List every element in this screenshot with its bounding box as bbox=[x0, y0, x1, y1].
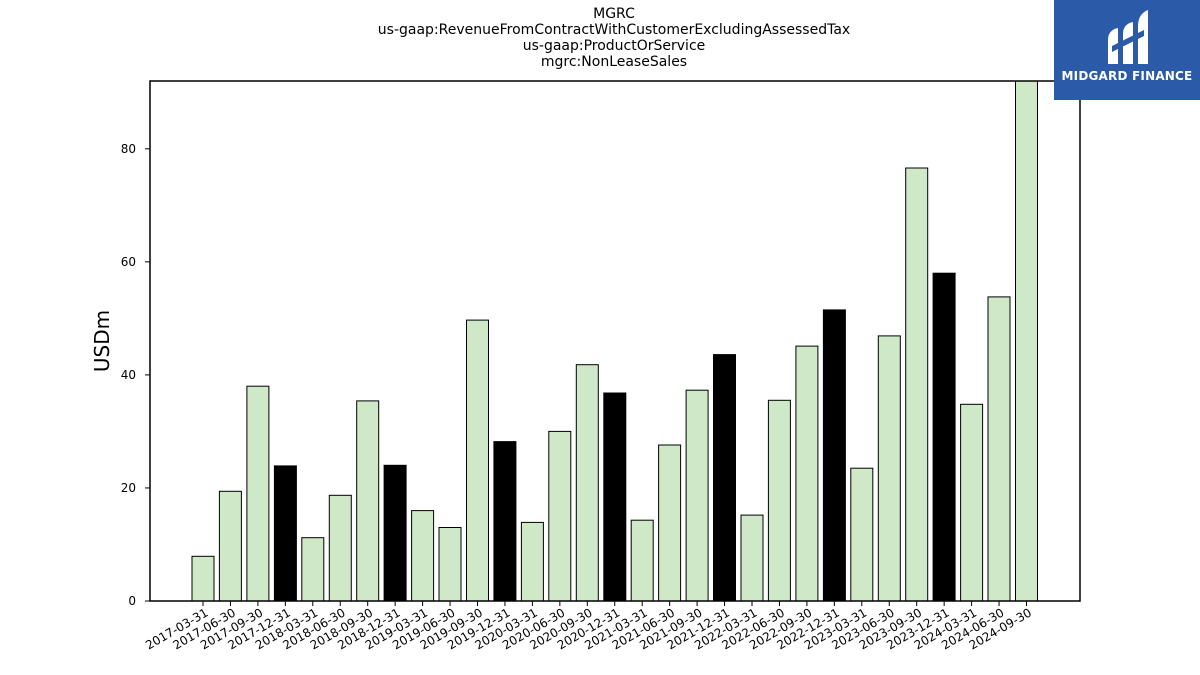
bar-2017-03-31 bbox=[191, 555, 215, 602]
bar-2023-12-31 bbox=[932, 272, 956, 602]
bar-2018-06-30 bbox=[328, 494, 352, 602]
chart-title-line-2: us-gaap:RevenueFromContractWithCustomerE… bbox=[377, 22, 851, 38]
logo-text: MIDGARD FINANCE bbox=[1061, 69, 1193, 83]
y-tick-label: 80 bbox=[121, 142, 136, 156]
chart-title-line-1: MGRC bbox=[593, 6, 635, 22]
bar-2019-06-30 bbox=[438, 527, 462, 602]
bar-2022-03-31 bbox=[740, 514, 764, 602]
bars-layer bbox=[191, 80, 1038, 602]
chart-title-line-4: mgrc:NonLeaseSales bbox=[540, 54, 688, 70]
bar-2023-06-30 bbox=[877, 335, 901, 602]
bar-2021-06-30 bbox=[658, 444, 682, 602]
bar-2021-09-30 bbox=[685, 389, 709, 602]
logo-mark-icon bbox=[1108, 10, 1148, 64]
bar-2022-12-31 bbox=[822, 309, 846, 602]
y-ticks: 0 20 40 60 80 bbox=[121, 142, 150, 608]
y-tick-label: 60 bbox=[121, 255, 136, 269]
bar-2024-06-30 bbox=[987, 296, 1011, 602]
bar-2018-09-30 bbox=[356, 400, 380, 602]
y-tick-label: 0 bbox=[128, 594, 136, 608]
bar-2020-12-31 bbox=[603, 392, 627, 602]
bar-2019-09-30 bbox=[466, 319, 489, 602]
bar-2024-09-30 bbox=[1015, 80, 1038, 602]
bar-2017-09-30 bbox=[246, 385, 270, 602]
bar-2023-09-30 bbox=[905, 167, 929, 602]
bar-2020-06-30 bbox=[548, 430, 572, 602]
bar-2023-03-31 bbox=[850, 467, 874, 602]
bar-2020-09-30 bbox=[575, 364, 599, 602]
x-ticks: 2017-03-312017-06-302017-09-302017-12-31… bbox=[143, 601, 1034, 652]
bar-2020-03-31 bbox=[520, 521, 544, 602]
y-axis-label: USDm bbox=[90, 310, 114, 372]
y-tick-label: 20 bbox=[121, 481, 136, 495]
chart-title: MGRC us-gaap:RevenueFromContractWithCust… bbox=[0, 6, 1200, 70]
y-tick-label: 40 bbox=[121, 368, 136, 382]
bar-2018-12-31 bbox=[383, 464, 407, 602]
midgard-finance-logo: MIDGARD FINANCE bbox=[1054, 0, 1200, 100]
bar-2022-06-30 bbox=[767, 399, 791, 602]
bar-2017-06-30 bbox=[218, 490, 242, 602]
chart-title-line-3: us-gaap:ProductOrService bbox=[522, 38, 706, 54]
bar-2019-03-31 bbox=[411, 510, 435, 602]
bar-2019-12-31 bbox=[493, 441, 517, 602]
bar-2021-12-31 bbox=[713, 354, 736, 602]
bar-2022-09-30 bbox=[795, 345, 819, 602]
bar-2017-12-31 bbox=[273, 465, 297, 602]
bar-2021-03-31 bbox=[630, 519, 654, 602]
bar-2018-03-31 bbox=[301, 537, 325, 602]
bar-2024-03-31 bbox=[960, 403, 984, 602]
